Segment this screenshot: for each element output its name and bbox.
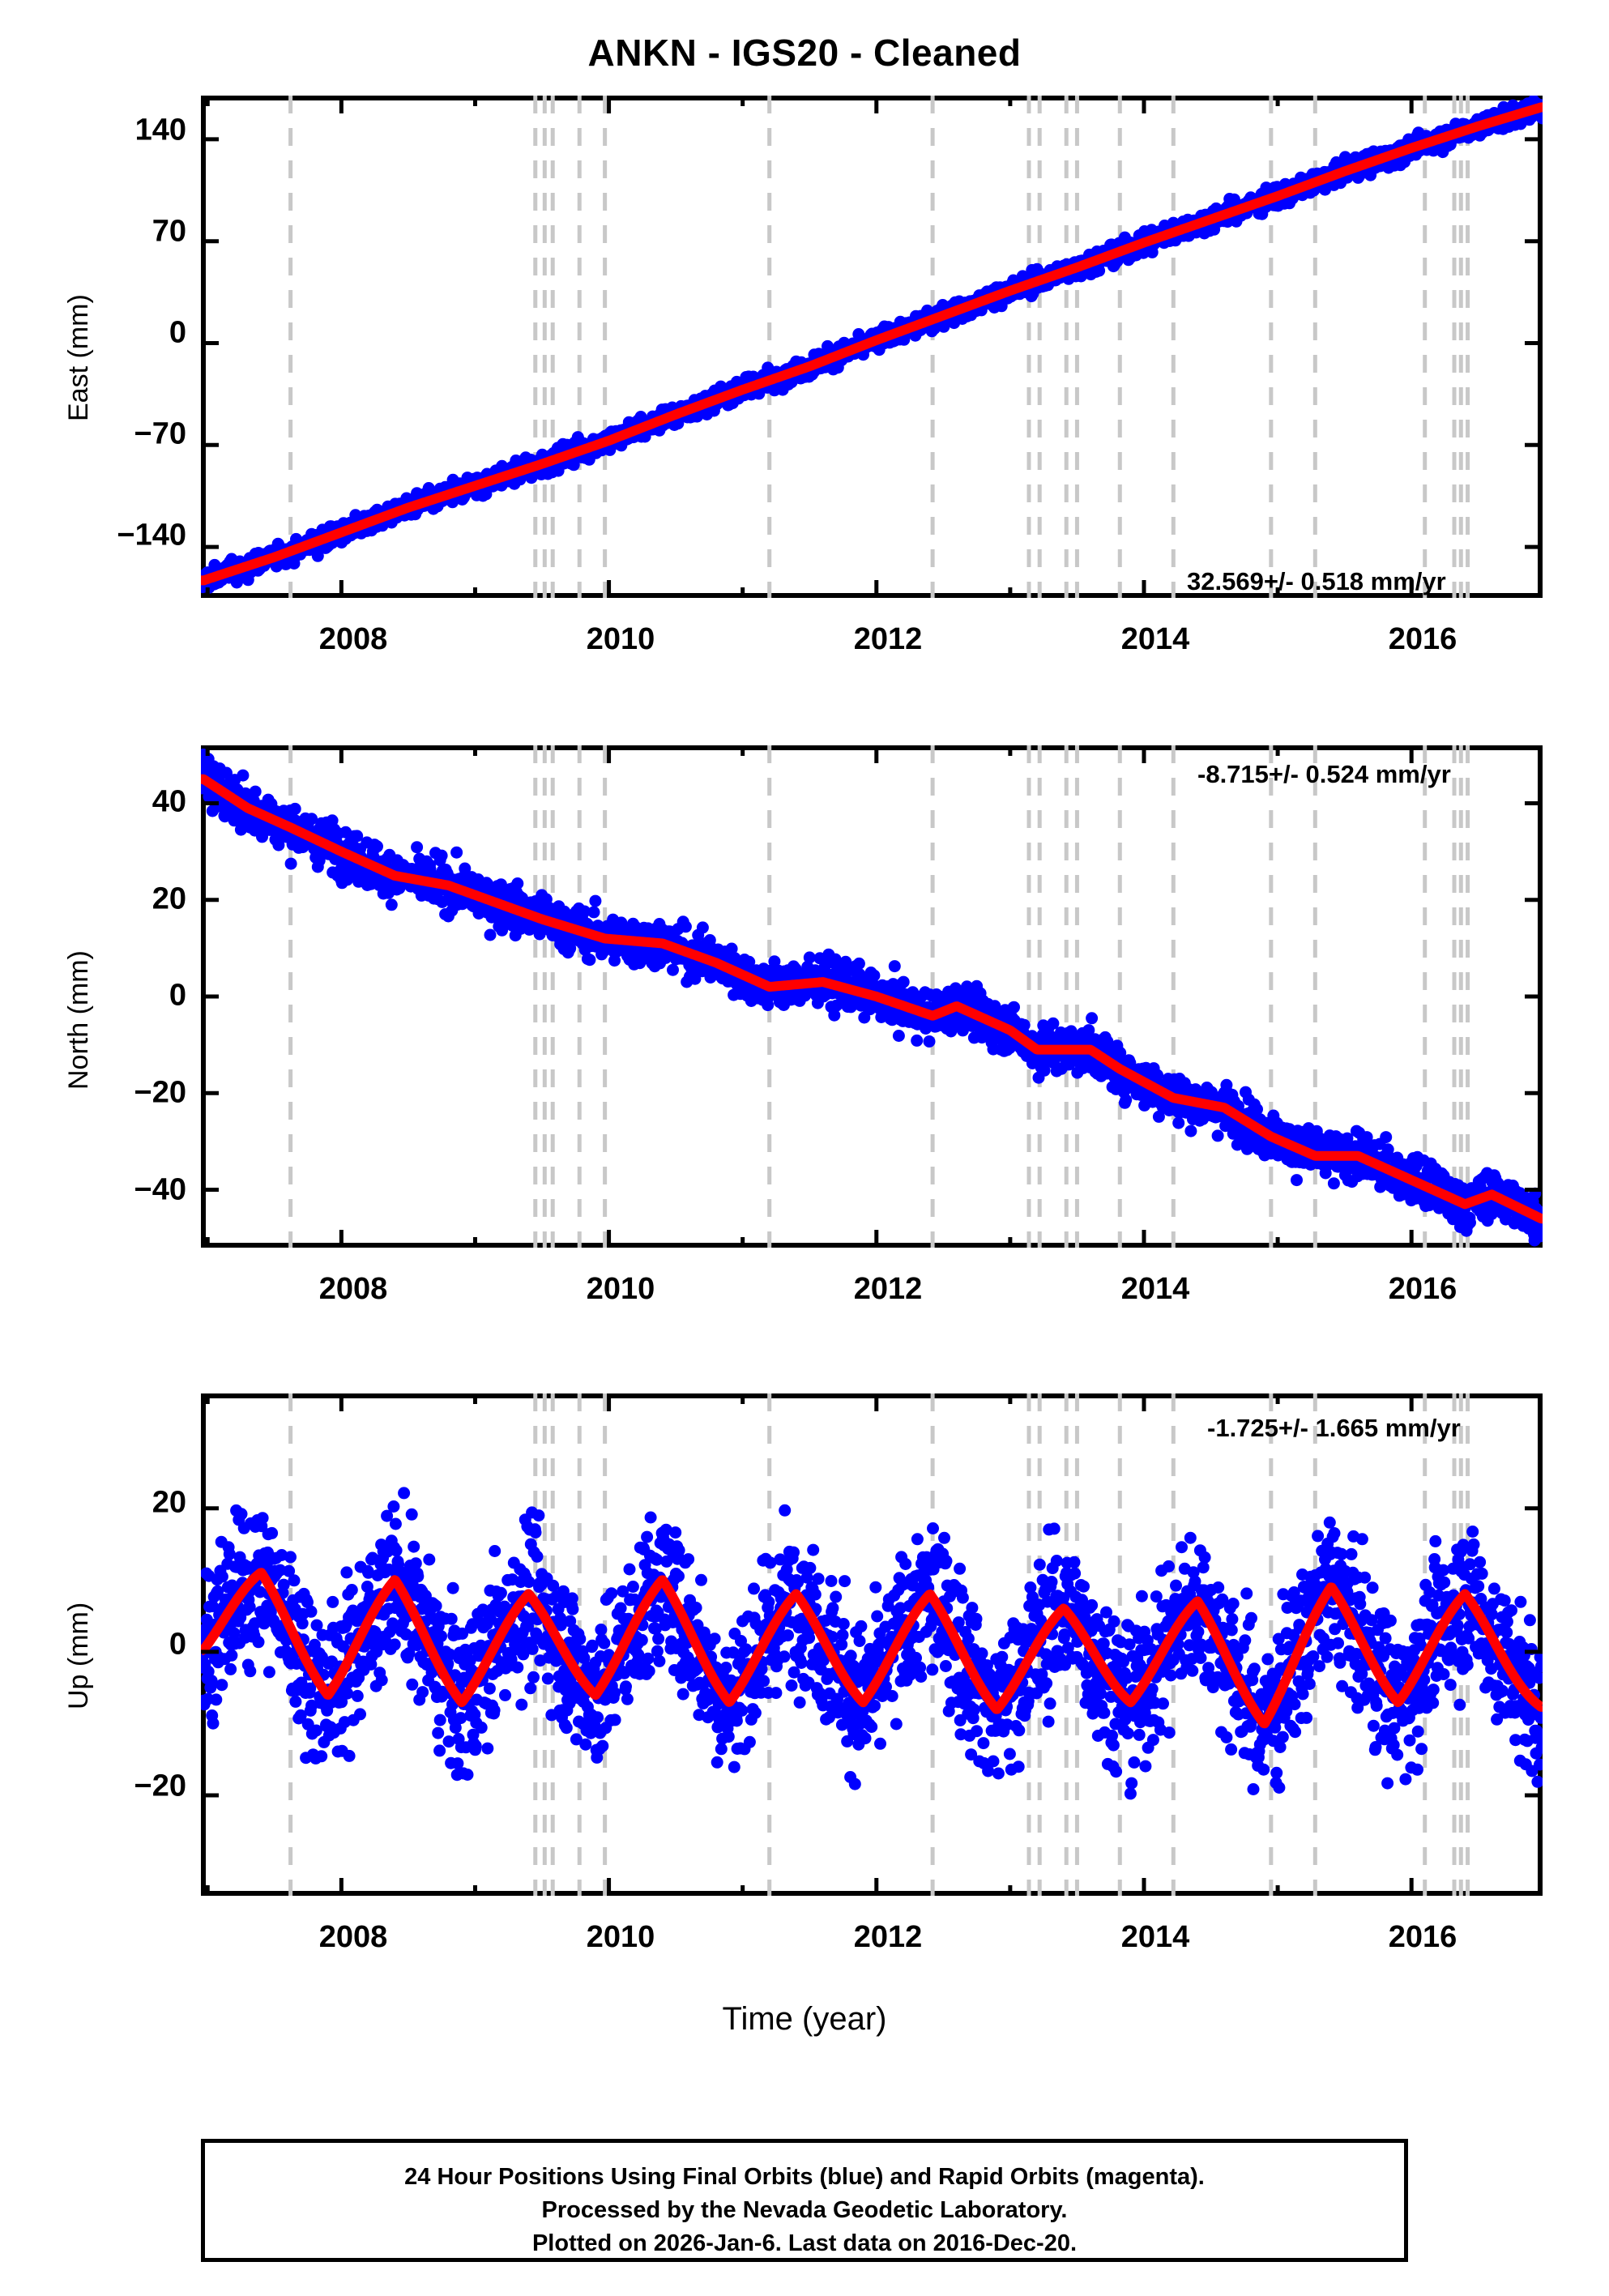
panel-up-rate: -1.725+/- 1.665 mm/yr — [1207, 1414, 1461, 1442]
panel-north-xtick-2012: 2012 — [853, 1272, 923, 1306]
panel-up-xtick-2012: 2012 — [853, 1920, 923, 1954]
panel-north-ytick-3: −20 — [134, 1075, 186, 1110]
panel-east-ytick-0: 140 — [134, 113, 186, 147]
panel-east-xtick-2014: 2014 — [1120, 622, 1190, 656]
caption-line-2: Processed by the Nevada Geodetic Laborat… — [541, 2197, 1068, 2224]
panel-up-plot — [201, 1393, 1543, 1896]
trend-line — [201, 774, 1543, 1224]
panel-up-xtick-2014: 2014 — [1120, 1920, 1190, 1954]
panel-up — [201, 1393, 1543, 1896]
panel-east-ytick-4: −140 — [117, 518, 186, 553]
caption-line-1: 24 Hour Positions Using Final Orbits (bl… — [404, 2164, 1205, 2190]
data-points — [201, 1487, 1543, 1800]
panel-east-xtick-2010: 2010 — [586, 622, 655, 656]
caption-box: 24 Hour Positions Using Final Orbits (bl… — [201, 2139, 1408, 2262]
trend-line — [201, 102, 1543, 586]
panel-east-ytick-3: −70 — [134, 416, 186, 451]
page-title: ANKN - IGS20 - Cleaned — [587, 32, 1022, 74]
panel-north-ytick-4: −40 — [134, 1172, 186, 1207]
panel-up-xtick-2008: 2008 — [318, 1920, 388, 1954]
panel-up-ylabel: Up (mm) — [63, 1602, 94, 1709]
panel-north-xtick-2014: 2014 — [1120, 1272, 1190, 1306]
panel-up-ytick-2: −20 — [134, 1769, 186, 1803]
panel-up-xtick-2010: 2010 — [586, 1920, 655, 1954]
panel-up-ytick-1: 0 — [169, 1627, 186, 1662]
panel-east-xtick-2016: 2016 — [1388, 622, 1457, 656]
panel-east-rate: 32.569+/- 0.518 mm/yr — [1187, 567, 1446, 595]
panel-east-ytick-1: 70 — [152, 214, 186, 249]
panel-north-plot — [201, 745, 1543, 1248]
panel-north-ylabel: North (mm) — [63, 950, 94, 1090]
panel-north-ytick-1: 20 — [152, 881, 186, 916]
panel-north-xtick-2008: 2008 — [318, 1272, 388, 1306]
panel-north-xtick-2016: 2016 — [1388, 1272, 1457, 1306]
panel-north-rate: -8.715+/- 0.524 mm/yr — [1197, 760, 1451, 788]
trend-line — [201, 1568, 1543, 1729]
panel-up-ytick-0: 20 — [152, 1485, 186, 1520]
panel-north-ytick-2: 0 — [169, 978, 186, 1013]
caption-line-3: Plotted on 2026-Jan-6. Last data on 2016… — [531, 2230, 1078, 2257]
panel-north-ytick-0: 40 — [152, 784, 186, 819]
x-axis-label: Time (year) — [722, 2001, 887, 2037]
panel-east-plot — [201, 96, 1543, 598]
panel-east — [201, 96, 1543, 598]
panel-east-ylabel: East (mm) — [63, 294, 94, 421]
panel-north — [201, 745, 1543, 1248]
panel-north-xtick-2010: 2010 — [586, 1272, 655, 1306]
panel-east-xtick-2008: 2008 — [318, 622, 388, 656]
panel-east-ytick-2: 0 — [169, 315, 186, 350]
panel-up-xtick-2016: 2016 — [1388, 1920, 1457, 1954]
panel-east-xtick-2012: 2012 — [853, 622, 923, 656]
